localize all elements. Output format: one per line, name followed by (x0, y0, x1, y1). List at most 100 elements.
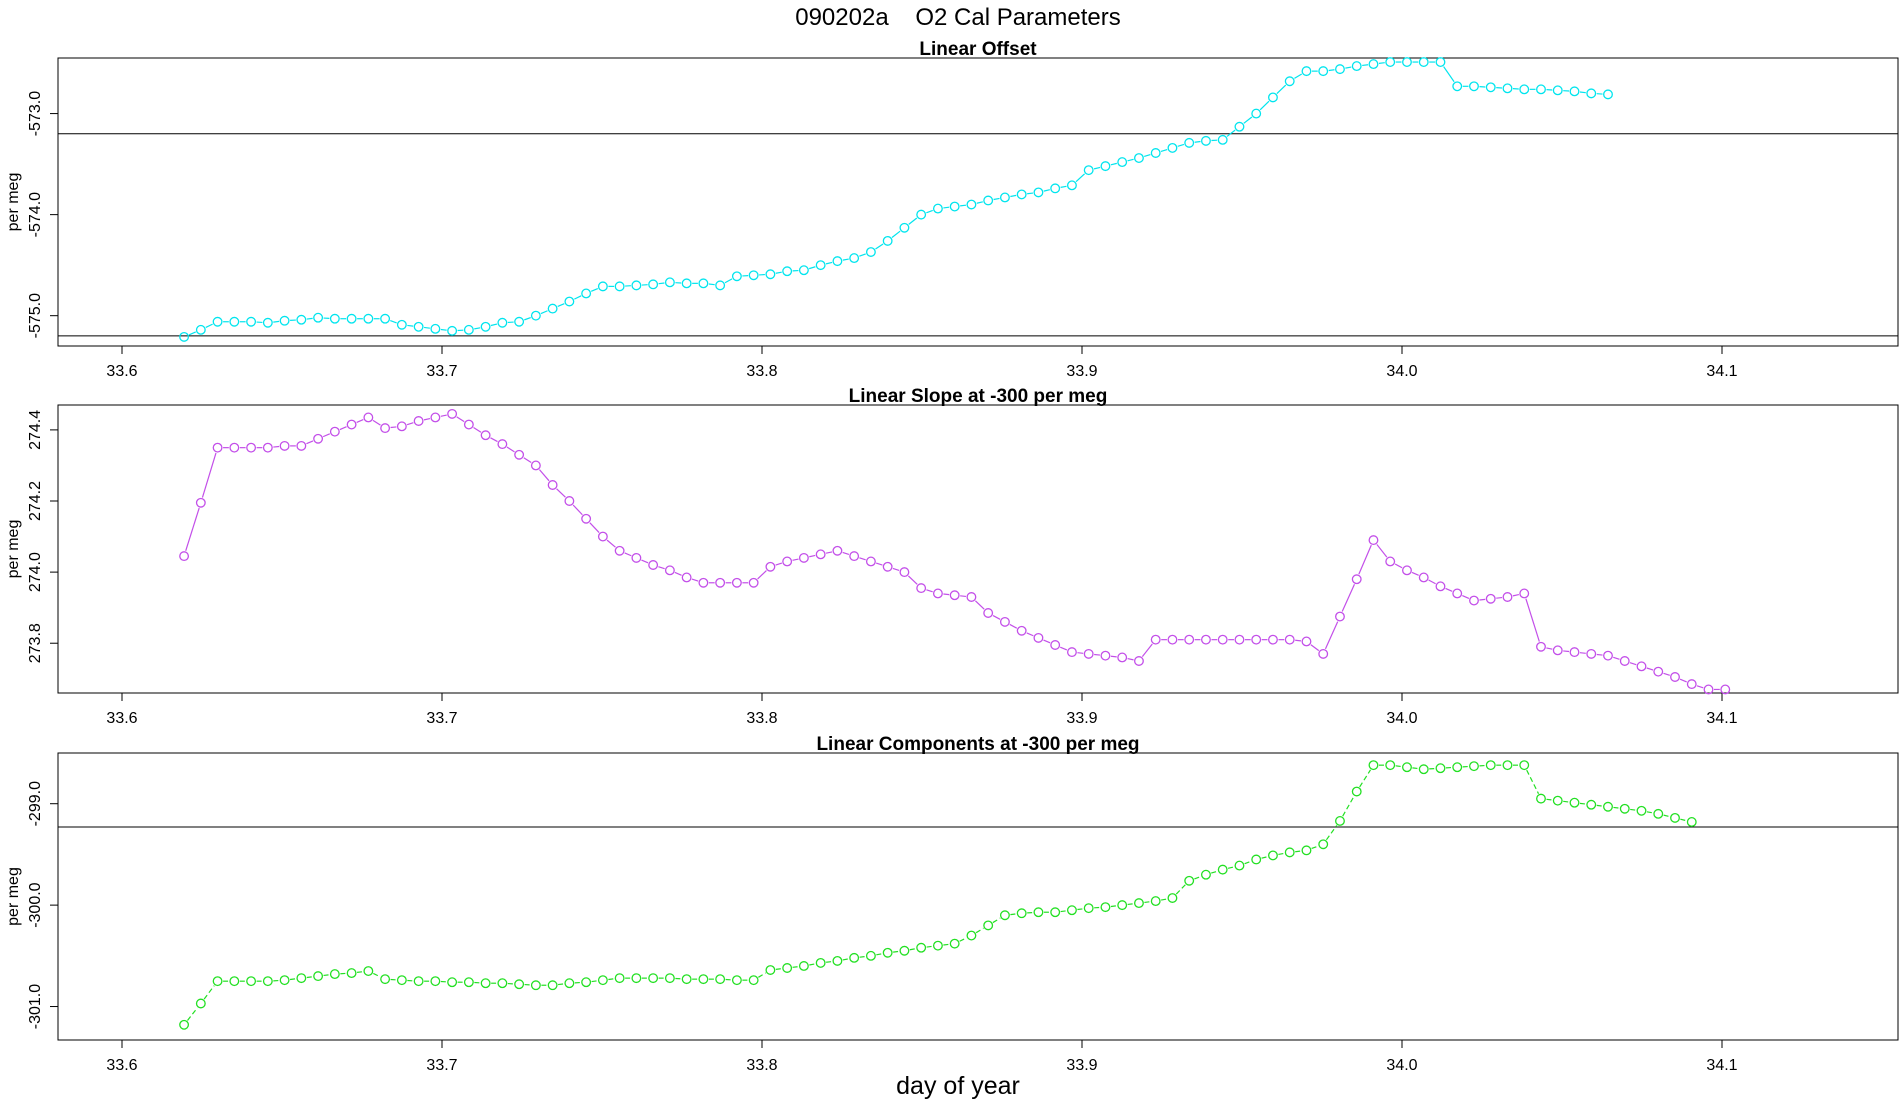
panel-title: Linear Slope at -300 per meg (849, 386, 1108, 407)
series-segment (306, 976, 313, 979)
series-segment (943, 593, 950, 596)
data-point (1133, 656, 1144, 666)
data-point (698, 577, 709, 588)
data-point (849, 551, 860, 562)
data-point (1268, 634, 1278, 645)
x-tick-label: 34.1 (1706, 710, 1737, 727)
series-segment (859, 253, 866, 257)
series-segment (1009, 623, 1018, 629)
series-segment (1161, 898, 1168, 901)
data-point (1133, 153, 1144, 163)
data-point (396, 421, 407, 432)
series-segment (356, 971, 363, 974)
data-point (1586, 799, 1597, 810)
data-point (396, 975, 407, 986)
data-point (380, 974, 391, 985)
series-segment (893, 950, 900, 953)
data-point (413, 976, 424, 987)
data-point (363, 313, 374, 324)
data-point (1083, 903, 1094, 914)
data-point (313, 312, 324, 323)
data-point (1552, 645, 1563, 656)
series-segment (1175, 884, 1186, 895)
data-point (1016, 189, 1027, 200)
data-point (1318, 839, 1329, 850)
data-point (648, 973, 659, 984)
series-segment (1295, 639, 1302, 642)
series-segment (556, 488, 566, 498)
data-point (329, 426, 340, 437)
data-point (480, 321, 491, 332)
series-segment (641, 559, 649, 564)
data-point (497, 439, 508, 450)
data-point (949, 590, 960, 601)
series-segment (943, 943, 950, 946)
data-point (916, 583, 927, 594)
data-point (212, 976, 223, 987)
series-segment (606, 539, 616, 548)
data-point (530, 460, 541, 471)
data-point (966, 592, 977, 602)
series-segment (691, 578, 699, 582)
data-point (430, 323, 441, 334)
series-segment (826, 960, 833, 963)
series-segment (1110, 655, 1117, 658)
data-point (1184, 137, 1195, 148)
series-segment (808, 266, 816, 270)
data-point (346, 313, 357, 324)
data-point (1452, 588, 1463, 599)
series-segment (1075, 173, 1086, 183)
series-segment (1378, 62, 1385, 65)
data-point (1016, 625, 1027, 636)
data-point (597, 975, 608, 986)
series-segment (1060, 185, 1067, 188)
y-tick-label: 274.2 (27, 481, 44, 521)
data-point (229, 976, 240, 987)
series-segment (1077, 908, 1084, 911)
data-point (916, 942, 927, 953)
series-segment (339, 426, 347, 431)
series-segment (1362, 64, 1369, 67)
data-point (1368, 535, 1379, 546)
series-segment (1525, 598, 1540, 642)
data-point (1234, 121, 1245, 132)
data-point (832, 256, 843, 267)
data-point (1402, 762, 1412, 773)
data-point (949, 201, 960, 212)
data-point (530, 310, 541, 321)
series-segment (390, 426, 397, 429)
series-segment (205, 323, 213, 328)
series-segment (490, 323, 498, 327)
data-point (1418, 57, 1429, 67)
series-segment (289, 978, 296, 981)
data-point (1083, 165, 1094, 176)
data-point (748, 270, 759, 281)
x-tick-label: 34.0 (1386, 710, 1417, 727)
data-point (1184, 634, 1195, 645)
series-segment (1077, 652, 1084, 654)
y-tick-label: -575.0 (27, 293, 44, 338)
series-segment (792, 558, 799, 561)
data-point (1385, 57, 1396, 67)
series-segment (926, 209, 933, 214)
data-point (212, 316, 223, 327)
data-point (246, 442, 257, 453)
data-point (1385, 556, 1396, 567)
plot-frame (57, 57, 1899, 347)
data-point (715, 280, 726, 291)
data-point (882, 561, 893, 572)
data-point (1368, 760, 1379, 771)
data-point (1603, 801, 1613, 812)
series-segment (1278, 852, 1285, 856)
data-point (1435, 581, 1446, 592)
series-segment (1010, 913, 1017, 916)
data-point (1485, 593, 1496, 604)
data-point (564, 496, 575, 506)
data-point (1150, 634, 1161, 645)
y-axis-label: per meg (5, 173, 22, 232)
x-tick-label: 33.7 (426, 710, 457, 727)
data-point (731, 975, 742, 986)
data-point (1033, 632, 1044, 643)
data-point (899, 945, 910, 956)
data-point (229, 442, 240, 453)
